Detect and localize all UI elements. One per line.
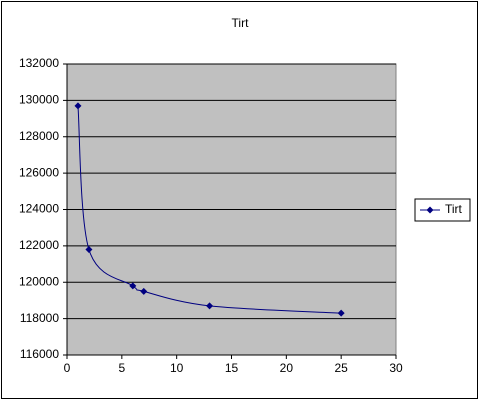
y-tick-label: 126000 [19,165,59,179]
data-point [129,282,137,290]
y-tick-label: 118000 [20,311,59,325]
y-tick-label: 122000 [19,238,59,252]
chart-title: Tirt [232,16,250,30]
x-tick-label: 25 [334,361,348,375]
x-tick-label: 30 [389,361,403,375]
x-tick-label: 10 [170,361,184,375]
x-tick-label: 15 [225,361,239,375]
y-tick-label: 116000 [20,347,59,361]
legend [414,198,471,222]
y-tick-label: 120000 [19,274,59,288]
legend-label: Tirt [445,202,463,216]
data-point [74,102,82,110]
data-point [337,309,345,317]
x-tick-label: 5 [118,361,125,375]
y-tick-label: 132000 [19,56,59,70]
series-line [77,105,342,314]
data-point [140,287,148,295]
y-tick-label: 128000 [19,129,59,143]
y-tick-label: 130000 [19,93,59,107]
data-point [85,246,93,254]
y-tick-label: 124000 [19,202,59,216]
x-tick-label: 20 [280,361,294,375]
x-tick-label: 0 [64,361,71,375]
legend-marker [426,206,434,214]
data-point [206,302,214,310]
